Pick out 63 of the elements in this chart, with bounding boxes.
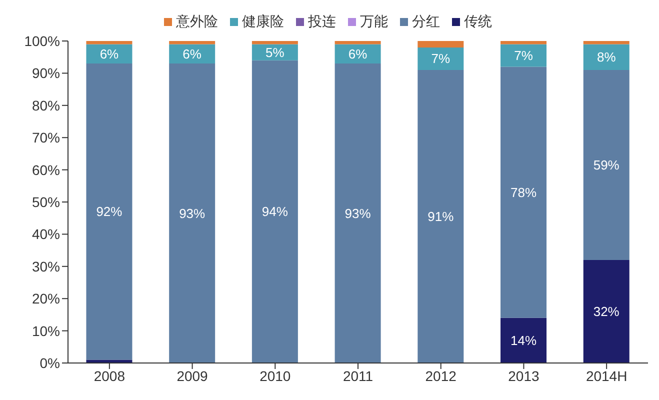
data-label: 93%: [179, 206, 206, 221]
bar: [583, 44, 630, 70]
legend-label: 分红: [412, 13, 440, 31]
bar: [418, 70, 464, 363]
bar: [252, 60, 298, 363]
bar: [583, 260, 630, 363]
legend-label: 投连: [308, 13, 336, 31]
y-tick-label: 80%: [32, 97, 60, 114]
data-label: 6%: [182, 46, 202, 62]
bar: [86, 64, 132, 360]
bar: [500, 44, 547, 67]
x-tick-label: 2013: [508, 368, 540, 384]
y-tick-label: 50%: [32, 194, 60, 210]
bar: [169, 41, 216, 44]
bar: [252, 44, 298, 60]
data-label: 7%: [431, 51, 450, 66]
bar: [418, 47, 464, 70]
data-label: 59%: [593, 157, 620, 172]
bar: [583, 70, 630, 260]
y-tick-label: 70%: [32, 130, 60, 146]
data-label: 94%: [262, 204, 288, 220]
bar: [334, 44, 381, 64]
bar: [86, 44, 132, 64]
data-label: 7%: [514, 48, 534, 63]
bar: [418, 41, 464, 48]
y-tick-label: 100%: [24, 32, 60, 49]
bar: [86, 41, 132, 44]
data-label: 78%: [510, 184, 537, 200]
data-label: 32%: [593, 304, 620, 319]
bar: [500, 66, 547, 318]
data-label: 91%: [428, 208, 454, 224]
data-label: 5%: [266, 44, 285, 60]
y-tick-label: 60%: [32, 162, 60, 178]
data-label: 6%: [348, 46, 368, 62]
bar: [583, 41, 630, 44]
x-tick-label: 2011: [342, 368, 374, 384]
x-tick-label: 2012: [425, 368, 457, 384]
data-label: 92%: [96, 204, 123, 220]
bar: [500, 318, 547, 363]
bar: [169, 44, 216, 64]
data-label: 14%: [510, 332, 537, 348]
data-label: 6%: [100, 46, 120, 62]
bar: [334, 64, 381, 363]
bar: [500, 41, 547, 44]
legend-label: 传统: [464, 13, 492, 31]
data-label: 8%: [596, 50, 616, 65]
y-tick-label: 10%: [32, 322, 60, 339]
bar: [334, 41, 381, 44]
legend-label: 健康险: [242, 13, 284, 31]
data-label: 93%: [344, 206, 372, 221]
x-tick-label: 2008: [94, 368, 126, 384]
legend-label: 意外险: [176, 13, 218, 31]
legend-label: 万能: [360, 13, 388, 31]
y-tick-label: 30%: [32, 258, 60, 274]
bar: [252, 41, 298, 44]
y-tick-label: 20%: [32, 290, 60, 307]
y-tick-label: 40%: [32, 226, 60, 242]
y-tick-label: 90%: [32, 65, 60, 82]
y-tick-label: 0%: [40, 354, 60, 371]
bar: [169, 64, 216, 363]
x-tick-label: 2010: [260, 368, 291, 384]
x-tick-label: 2014H: [586, 368, 628, 384]
x-tick-label: 2009: [176, 368, 208, 384]
